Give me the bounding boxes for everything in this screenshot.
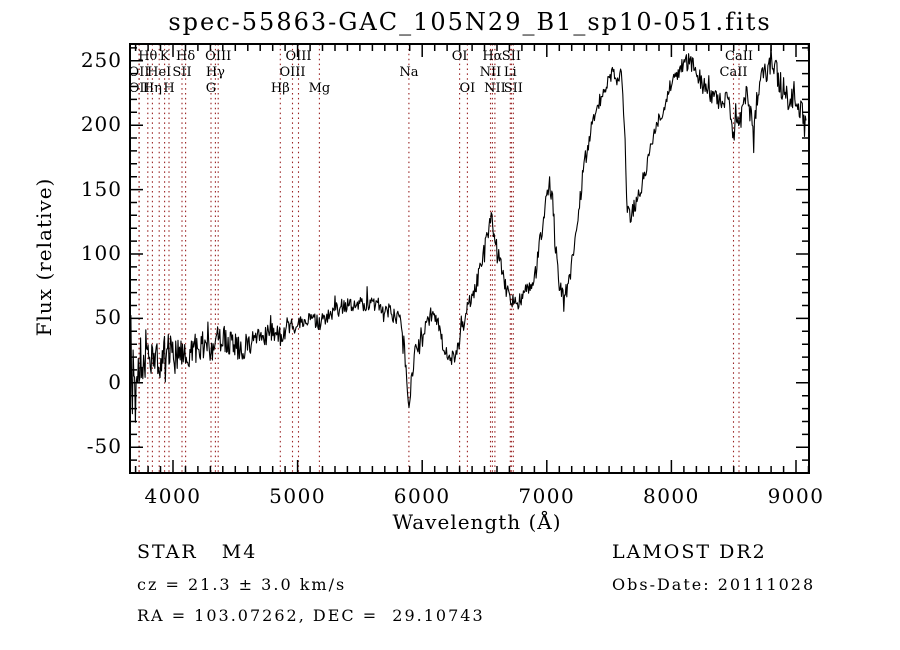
x-tick-label: 6000 [393,484,451,508]
y-tick-label: -50 [86,434,122,459]
spectral-line-label: Hα [482,49,502,64]
spectral-line-label: OIII [205,49,231,64]
spectral-line-label: Hβ [271,81,290,96]
y-tick-label: 250 [80,47,122,72]
spectral-line-label: SII [172,65,191,80]
x-axis-title: Wavelength (Å) [392,510,562,534]
plot-title: spec-55863-GAC_105N29_B1_sp10-051.fits [168,8,772,36]
spectral-line-label: OIII [285,49,311,64]
y-tick-label: 200 [80,112,122,137]
spectral-line-label: Mg [309,81,331,96]
spectral-line-label: HeI [147,65,171,80]
x-tick-label: 5000 [269,484,327,508]
spectral-line-label: SII [504,81,523,96]
spectral-line-label: Hδ [176,49,195,64]
x-tick-label: 4000 [144,484,202,508]
obs-date-label: Obs-Date: 20111028 [612,575,816,594]
radial-velocity-label: cz = 21.3 ± 3.0 km/s [137,575,347,594]
spectral-line-label: OIII [279,65,305,80]
spectral-line-label: CaII [725,49,753,64]
spectral-line-label: SII [502,49,521,64]
spectral-line-label: Na [399,65,418,80]
survey-label: LAMOST DR2 [612,541,767,563]
spectral-line-label: CaII [720,65,748,80]
y-tick-label: 100 [80,240,122,265]
axis-ticks [130,44,810,474]
spectral-line-label: OI [452,49,468,64]
spectral-line-label: NII [484,81,506,96]
x-tick-label: 8000 [642,484,700,508]
spectral-line-label: NII [480,65,502,80]
spectral-line-label: OI [460,81,476,96]
spectral-line-label: OII [129,65,150,80]
classification-label: STAR M4 [137,541,258,563]
y-tick-label: 50 [94,305,122,330]
plot-border [129,43,810,474]
coordinates-label: RA = 103.07262, DEC = 29.10743 [137,606,485,625]
y-axis-title: Flux (relative) [32,177,56,337]
y-tick-label: 150 [80,176,122,201]
spectral-line-label: OII [129,81,150,96]
spectral-line-label: H [163,81,174,96]
x-tick-label: 7000 [518,484,576,508]
spectral-line-label: G [206,81,216,96]
spectral-line-label: K [160,49,170,64]
x-tick-label: 9000 [767,484,825,508]
spectral-line-label: Hη [143,81,162,96]
spectral-line-label: Li [504,65,517,80]
spectrum-curve [129,44,807,423]
spectral-line-label: Hθ [138,49,157,64]
spectral-line-label: Hγ [206,65,225,80]
y-tick-label: 0 [108,369,122,394]
